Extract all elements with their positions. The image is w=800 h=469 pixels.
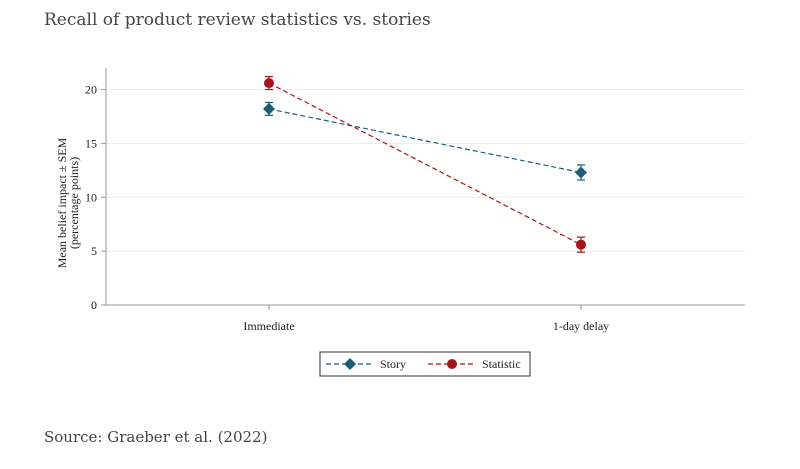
data-point-story-0 <box>263 102 275 115</box>
axes: 0 5 10 15 20 Immediate 1-day delay <box>85 68 745 333</box>
legend-marker-statistic <box>447 359 457 369</box>
series-line-statistic <box>268 82 582 246</box>
series-line-story <box>268 108 582 174</box>
grid-lines <box>106 89 745 252</box>
data-point-story-1 <box>575 166 587 179</box>
legend-label-statistic: Statistic <box>482 357 521 371</box>
y-tick-label-20: 20 <box>85 83 97 97</box>
y-axis-title-line2: (percentage points) <box>67 157 81 249</box>
data-point-statistic-1 <box>576 239 586 250</box>
chart-title: Recall of product review statistics vs. … <box>44 10 431 30</box>
y-tick-label-0: 0 <box>91 298 97 312</box>
legend: Story Statistic <box>319 351 531 377</box>
y-tick-label-10: 10 <box>85 190 97 204</box>
data-point-statistic-0 <box>264 78 274 89</box>
x-tick-label-0: Immediate <box>243 319 294 333</box>
legend-marker-story <box>344 358 356 370</box>
series-marks <box>263 76 587 253</box>
x-tick-label-1: 1-day delay <box>553 319 609 333</box>
y-axis-title-line1: Mean belief impact ± SEM <box>55 137 69 268</box>
source-note: Source: Graeber et al. (2022) <box>44 428 268 446</box>
legend-label-story: Story <box>380 357 406 371</box>
y-tick-label-15: 15 <box>85 136 97 150</box>
y-tick-label-5: 5 <box>91 244 97 258</box>
